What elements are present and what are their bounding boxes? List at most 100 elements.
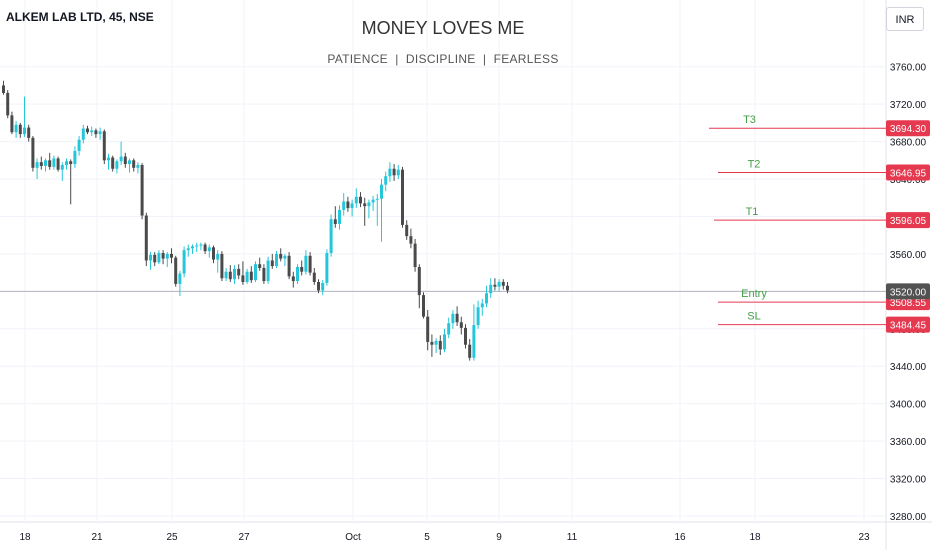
candle (438, 340, 442, 350)
current-price-tag-bg (886, 283, 930, 300)
candle (270, 260, 274, 267)
candle (354, 196, 358, 204)
candle (497, 282, 501, 287)
candle (493, 284, 497, 287)
candle (417, 267, 421, 296)
candle (81, 128, 85, 140)
candle (170, 253, 173, 258)
candle (409, 236, 413, 244)
candle (254, 264, 257, 281)
candle (195, 245, 199, 247)
candle (107, 157, 110, 161)
level-price-tag-sl-bg (886, 316, 930, 333)
candle (275, 253, 278, 267)
candle (94, 130, 98, 135)
candle (363, 203, 367, 207)
candle (90, 130, 94, 133)
candle (98, 131, 102, 135)
candle (489, 284, 493, 294)
candle (69, 161, 73, 165)
candle (476, 307, 480, 326)
candle (178, 273, 182, 284)
candle (132, 160, 136, 168)
candle (388, 168, 392, 177)
x-tick-label: 18 (19, 532, 31, 543)
candle (77, 139, 81, 151)
currency-button[interactable]: INR (886, 7, 924, 31)
candle (44, 160, 47, 166)
candle (6, 92, 10, 116)
candle (157, 252, 161, 263)
candle (464, 327, 467, 345)
candle (459, 322, 463, 328)
candle (115, 161, 119, 169)
candle (191, 246, 194, 249)
candle (392, 168, 396, 176)
candle (296, 267, 299, 282)
candle (325, 252, 329, 283)
candle (300, 267, 304, 272)
candle (266, 260, 270, 282)
x-tick-label: 27 (238, 532, 250, 543)
current-price-tag: 3520.00 (890, 287, 927, 298)
candle (291, 276, 295, 282)
candle (73, 150, 77, 165)
candle (14, 124, 18, 133)
candle (371, 199, 375, 203)
candle (380, 184, 383, 199)
candle (123, 156, 127, 165)
y-tick-label: 3560.00 (890, 250, 927, 261)
candle (455, 313, 459, 323)
candle (102, 131, 106, 161)
candle (338, 209, 341, 224)
candle (359, 196, 362, 204)
candle (241, 275, 245, 282)
x-tick-label: 11 (567, 532, 578, 543)
candle (430, 341, 434, 345)
candle (468, 344, 472, 358)
candle (434, 340, 438, 345)
candle (506, 285, 509, 291)
y-tick-label: 3320.00 (890, 475, 927, 486)
candle (86, 128, 89, 133)
x-tick-label: 23 (858, 532, 870, 543)
candle (144, 215, 148, 261)
chart-subtitle: PATIENCE | DISCIPLINE | FEARLESS (327, 52, 559, 66)
candle (233, 268, 236, 280)
candle (56, 158, 60, 170)
candle (249, 271, 253, 281)
candle (161, 252, 165, 259)
candle (165, 253, 169, 259)
candle (216, 253, 220, 260)
candle (485, 293, 488, 304)
x-tick-label: 9 (496, 532, 502, 543)
candle (258, 264, 262, 268)
candle (501, 282, 505, 286)
candle (405, 224, 409, 237)
candle (451, 313, 455, 324)
candle (35, 162, 39, 168)
level-price-tag-sl: 3484.45 (890, 321, 927, 332)
candle (23, 127, 26, 135)
candle (401, 169, 404, 225)
candle (136, 165, 140, 168)
level-price-tag-t3: 3694.30 (890, 124, 927, 135)
candle (287, 255, 291, 277)
candle (39, 162, 43, 166)
candle (212, 247, 215, 260)
candle (31, 137, 35, 168)
candle (18, 124, 22, 135)
candle (426, 316, 430, 342)
y-tick-label: 3400.00 (890, 400, 927, 411)
candle (443, 334, 446, 350)
candle (27, 127, 31, 138)
candle (207, 247, 211, 252)
candle (149, 254, 152, 261)
candle (119, 156, 123, 162)
candle (447, 323, 451, 335)
candle (304, 255, 308, 272)
candle (350, 203, 354, 209)
candle (224, 271, 228, 279)
